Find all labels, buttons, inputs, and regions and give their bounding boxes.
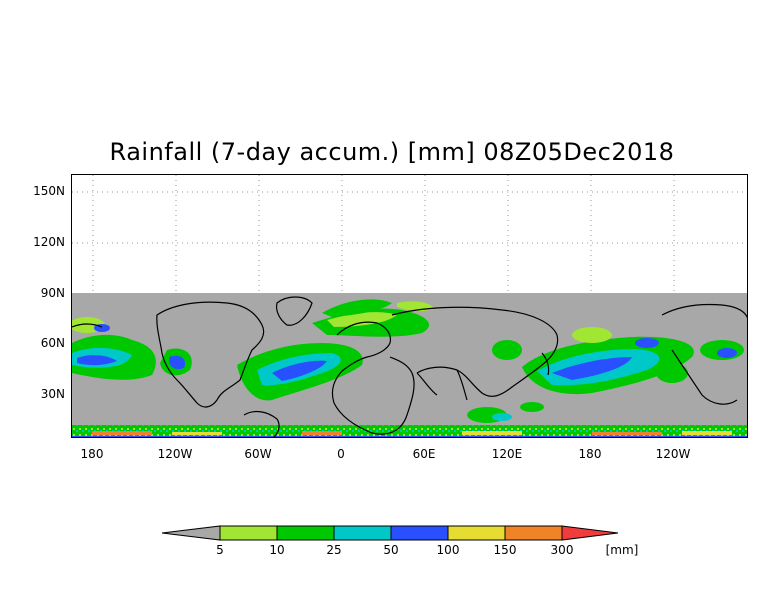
- x-tick-120w: 120W: [157, 447, 193, 461]
- x-tick-60w: 60W: [244, 447, 272, 461]
- y-tick-90n: 90N: [40, 286, 65, 300]
- colorbar-seg-below-5: [161, 525, 221, 541]
- colorbar-seg-3: [333, 525, 392, 541]
- coast-left: [72, 323, 103, 328]
- colorbar-seg-5: [447, 525, 506, 541]
- rain-field: [72, 299, 747, 437]
- colorbar-label-50: 50: [383, 543, 399, 557]
- rainfall-map: [72, 175, 747, 437]
- y-tick-60n: 60N: [40, 336, 65, 350]
- colorbar-label-5: 5: [216, 543, 224, 557]
- x-tick-120w-right: 120W: [655, 447, 691, 461]
- colorbar-label-150: 150: [493, 543, 517, 557]
- colorbar-label-10: 10: [269, 543, 285, 557]
- x-tick-120e: 120E: [491, 447, 523, 461]
- map-frame: [71, 174, 748, 438]
- colorbar-seg-2: [276, 525, 335, 541]
- colorbar: [161, 525, 619, 541]
- x-tick-180-right: 180: [578, 447, 602, 461]
- x-tick-0: 0: [337, 447, 345, 461]
- x-tick-180-left: 180: [80, 447, 104, 461]
- map-title: Rainfall (7-day accum.) [mm] 08Z05Dec201…: [109, 138, 675, 166]
- y-tick-30n: 30N: [40, 387, 65, 401]
- colorbar-seg-6: [504, 525, 563, 541]
- colorbar-label-100: 100: [436, 543, 460, 557]
- colorbar-seg-1: [219, 525, 278, 541]
- colorbar-seg-above-300: [561, 525, 619, 541]
- colorbar-seg-4: [390, 525, 449, 541]
- colorbar-unit: [mm]: [605, 543, 639, 557]
- colorbar-label-300: 300: [550, 543, 574, 557]
- y-tick-120n: 120N: [33, 235, 65, 249]
- coastlines: [156, 296, 747, 437]
- x-tick-60e: 60E: [412, 447, 436, 461]
- colorbar-label-25: 25: [326, 543, 342, 557]
- y-tick-150n: 150N: [33, 184, 65, 198]
